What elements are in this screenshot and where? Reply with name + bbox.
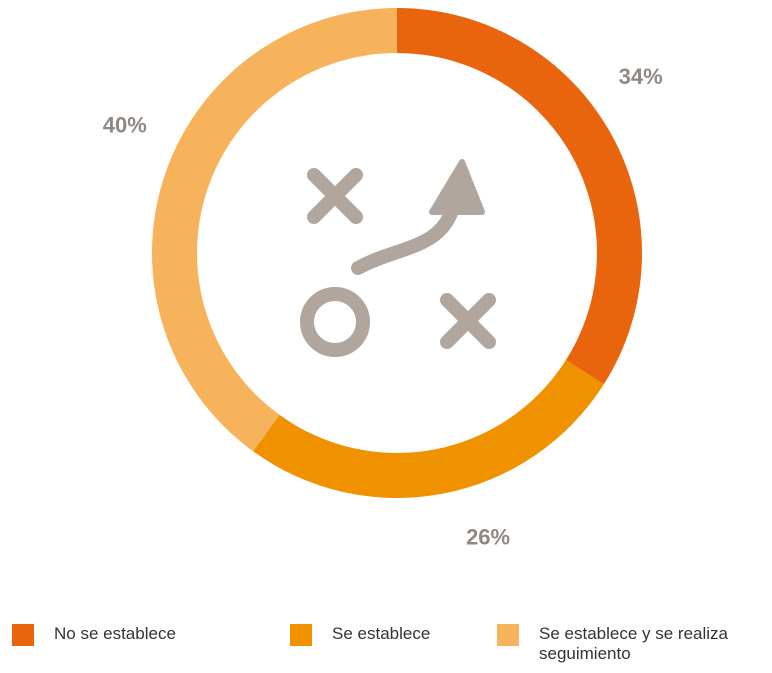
legend-label: No se establece <box>54 624 176 643</box>
donut-slice <box>152 8 397 452</box>
donut-slice <box>397 8 642 385</box>
legend-item: Se establece y se realiza seguimiento <box>497 624 747 664</box>
value-label: 40% <box>103 113 147 138</box>
chart: 34% 26% 40% <box>103 8 663 550</box>
legend-item: No se establece <box>12 624 272 646</box>
legend-label: Se establece <box>332 624 431 643</box>
legend-swatch <box>12 624 34 646</box>
donut-slice <box>252 360 604 498</box>
center-icon <box>300 159 496 357</box>
legend-swatch <box>497 624 519 646</box>
value-label: 34% <box>619 64 663 89</box>
legend-label: Se establece y se realiza seguimiento <box>539 624 728 663</box>
legend-item: Se establece <box>290 624 490 646</box>
value-label: 26% <box>466 525 510 550</box>
legend-swatch <box>290 624 312 646</box>
